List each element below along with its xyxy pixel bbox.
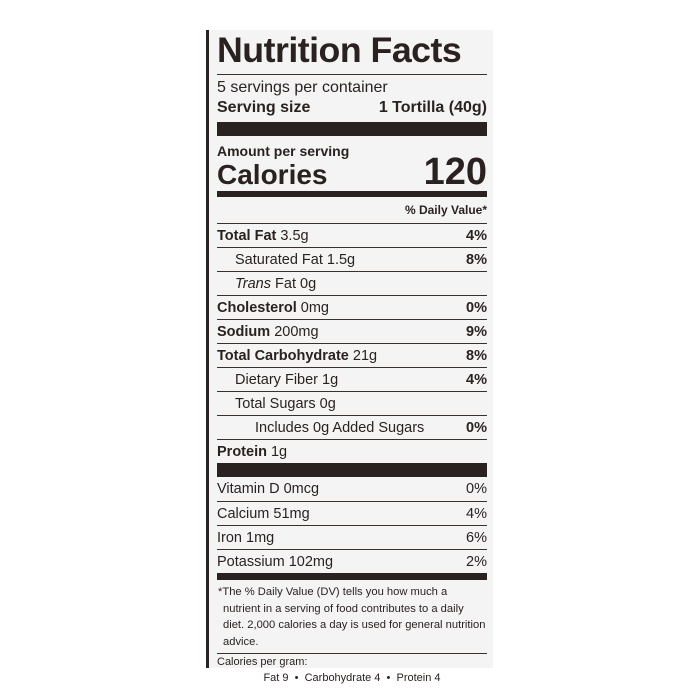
nutrient-row: Total Sugars 0g	[217, 392, 487, 416]
servings-per-container: 5 servings per container	[217, 79, 388, 96]
vitamin-name: Calcium 51mg	[217, 505, 310, 522]
nutrient-amount: Fat 0g	[271, 275, 317, 292]
vitamin-row: Vitamin D 0mcg 0%	[217, 477, 487, 502]
nutrient-dv: 9%	[466, 323, 487, 340]
nutrient-dv: 4%	[466, 227, 487, 244]
daily-value-header: % Daily Value*	[217, 197, 487, 224]
nutrient-dv: 4%	[466, 371, 487, 388]
vitamin-dv: 2%	[466, 553, 487, 570]
calories-row: Calories 120	[217, 153, 487, 191]
nutrient-dv: 0%	[466, 419, 487, 436]
nutrient-amount: 200mg	[270, 323, 319, 340]
divider	[217, 74, 487, 75]
vitamin-row: Iron 1mg 6%	[217, 526, 487, 550]
nutrient-name: Includes 0g Added Sugars	[255, 419, 425, 436]
nutrient-dv: 0%	[466, 299, 487, 316]
medium-divider	[217, 573, 487, 580]
nutrient-name: Sodium	[217, 323, 271, 340]
nutrient-name: Cholesterol	[217, 299, 297, 316]
nutrient-name: Saturated Fat 1.5g	[235, 251, 356, 268]
serving-size: Serving size 1 Tortilla (40g)	[217, 99, 487, 117]
nutrient-row: Saturated Fat 1.5g 8%	[217, 248, 487, 272]
thick-divider	[217, 463, 487, 477]
vitamin-dv: 0%	[466, 481, 487, 497]
calories-per-gram-values: Fat 9 • Carbohydrate 4 • Protein 4	[263, 672, 441, 684]
calories-per-gram-label: Calories per gram:	[217, 656, 308, 668]
nutrient-name: Dietary Fiber 1g	[235, 371, 339, 388]
nutrition-facts-label: Nutrition Facts 5 servings per container…	[206, 30, 493, 684]
vitamin-dv: 6%	[466, 529, 487, 546]
nutrient-row: Dietary Fiber 1g 4%	[217, 368, 487, 392]
vitamin-name: Potassium 102mg	[217, 553, 334, 570]
nutrient-name: Protein	[217, 443, 267, 460]
label-title: Nutrition Facts	[217, 31, 462, 70]
nutrient-name: Total Carbohydrate	[217, 347, 349, 364]
calories-value: 120	[423, 151, 487, 193]
nutrient-amount: 21g	[348, 347, 378, 364]
calories-label: Calories	[217, 159, 328, 190]
nutrient-row: Includes 0g Added Sugars 0%	[217, 416, 487, 440]
vitamin-name: Iron 1mg	[217, 529, 275, 546]
nutrient-dv: 8%	[466, 347, 487, 364]
nutrient-dv: 8%	[466, 251, 487, 268]
nutrient-row: Sodium 200mg 9%	[217, 320, 487, 344]
nutrient-name: Trans	[235, 275, 271, 292]
nutrient-amount: 1g	[266, 443, 288, 460]
nutrient-amount: 3.5g	[276, 227, 309, 244]
vitamin-row: Potassium 102mg 2%	[217, 550, 487, 573]
nutrient-row: Total Fat 3.5g 4%	[217, 224, 487, 248]
footnote: *The % Daily Value (DV) tells you how mu…	[218, 586, 486, 648]
nutrient-name: Total Sugars 0g	[235, 395, 336, 412]
nutrient-name: Total Fat	[217, 227, 277, 244]
vitamin-name: Vitamin D 0mcg	[217, 481, 320, 497]
amount-per-serving: Amount per serving	[217, 143, 350, 159]
vitamin-row: Calcium 51mg 4%	[217, 502, 487, 526]
medium-divider	[217, 191, 487, 197]
nutrient-row: Cholesterol 0mg 0%	[217, 296, 487, 320]
serving-size-label: Serving size	[217, 99, 311, 116]
thick-divider	[217, 122, 487, 136]
nutrient-row: Trans Fat 0g	[217, 272, 487, 296]
nutrient-row: Total Carbohydrate 21g 8%	[217, 344, 487, 368]
nutrient-row: Protein 1g	[217, 440, 487, 463]
divider	[217, 653, 487, 654]
nutrient-amount: 0mg	[296, 299, 330, 316]
vitamin-dv: 4%	[466, 505, 487, 522]
serving-size-value: 1 Tortilla (40g)	[378, 99, 487, 116]
